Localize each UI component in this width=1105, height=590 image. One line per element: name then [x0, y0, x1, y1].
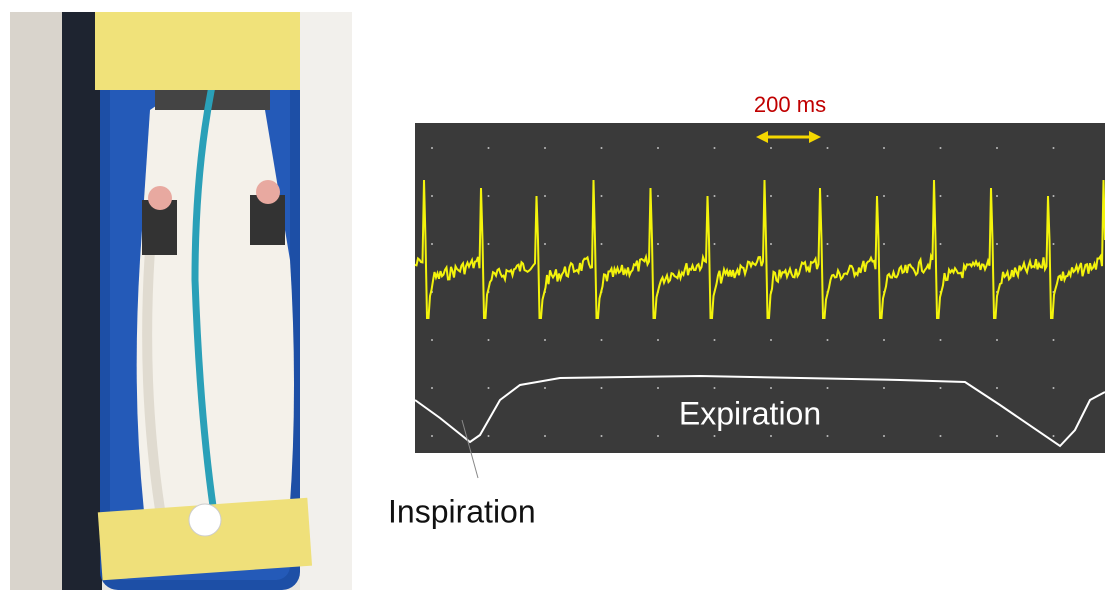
grid-dot	[883, 435, 885, 437]
grid-dot	[826, 147, 829, 149]
grid-dot	[770, 339, 772, 341]
grid-dot	[657, 339, 659, 341]
grid-dot	[770, 387, 772, 389]
grid-dot	[883, 387, 885, 389]
grid-dot	[487, 435, 490, 437]
grid-dot	[996, 147, 998, 149]
grid-dot	[713, 387, 716, 389]
photo-wall	[300, 12, 352, 590]
grid-dot	[544, 339, 546, 341]
grid-dot	[544, 195, 546, 197]
grid-dot	[883, 243, 885, 245]
rat-fur	[142, 249, 170, 541]
ecg-trace	[414, 179, 1105, 319]
grid-dot	[1052, 339, 1055, 341]
respiration-trace	[414, 374, 1105, 448]
grid-dot	[770, 243, 772, 245]
grid-dot	[431, 339, 433, 341]
grid-dot	[1052, 387, 1055, 389]
grid-dot	[487, 387, 490, 389]
grid-dot	[600, 435, 603, 437]
grid-dot	[770, 147, 772, 149]
grid-dot	[431, 435, 433, 437]
grid-dot	[1052, 243, 1055, 245]
grid-dot	[713, 339, 716, 341]
grid-dot	[713, 435, 716, 437]
grid-dot	[1052, 195, 1055, 197]
grid-dot	[939, 435, 942, 437]
scale-arrow	[756, 131, 821, 143]
grid-dot	[713, 195, 716, 197]
grid-dot	[487, 243, 490, 245]
photo-wall	[10, 12, 65, 590]
tape	[95, 12, 300, 90]
tubing	[191, 49, 224, 521]
grid-dot	[544, 435, 546, 437]
grid-dot	[826, 387, 829, 389]
grid-dot	[657, 147, 659, 149]
grid-dot	[657, 243, 659, 245]
grid-dot	[996, 243, 998, 245]
grid-dot	[600, 195, 603, 197]
grid-dot	[826, 243, 829, 245]
grid-dot	[996, 435, 998, 437]
photo	[10, 12, 352, 590]
grid-dot	[657, 435, 659, 437]
grid-dot	[826, 339, 829, 341]
grid-dot	[431, 195, 433, 197]
grid-dot	[939, 195, 942, 197]
grid-dot	[713, 147, 716, 149]
electrode	[188, 503, 222, 537]
grid-dot	[600, 243, 603, 245]
grid-dot	[544, 243, 546, 245]
pointer-line	[461, 419, 479, 479]
grid-dot	[770, 195, 772, 197]
grid-dot	[657, 387, 659, 389]
expiration-label: Expiration	[679, 395, 821, 431]
paw	[148, 186, 172, 210]
grid-dot	[996, 339, 998, 341]
grid-dot	[1052, 435, 1055, 437]
grid-dot	[431, 147, 433, 149]
grid-dot	[939, 243, 942, 245]
grid-dot	[939, 387, 942, 389]
grid-dot	[600, 339, 603, 341]
grid-dot	[487, 195, 490, 197]
grid-dot	[826, 195, 829, 197]
grid-dot	[431, 387, 433, 389]
grid-dot	[996, 387, 998, 389]
grid-dot	[487, 339, 490, 341]
inspiration-label: Inspiration	[388, 493, 536, 529]
grid-dot	[939, 339, 942, 341]
grid-dot	[883, 147, 885, 149]
grid-dot	[431, 243, 433, 245]
paw	[256, 180, 280, 204]
grid-dot	[883, 195, 885, 197]
photo-rail	[62, 12, 102, 590]
grid-dot	[826, 435, 829, 437]
grid-dot	[996, 195, 998, 197]
grid-dot	[770, 435, 772, 437]
grid-dot	[883, 339, 885, 341]
grid-dot	[713, 243, 716, 245]
grid-dot	[657, 195, 659, 197]
grid-dot	[939, 147, 942, 149]
scale-label: 200 ms	[754, 92, 826, 117]
grid-dot	[600, 147, 603, 149]
grid-dot	[544, 387, 546, 389]
grid-dot	[487, 147, 490, 149]
grid-dot	[1052, 147, 1055, 149]
grid-dot	[544, 147, 546, 149]
grid-dot	[600, 387, 603, 389]
tape	[97, 497, 313, 581]
